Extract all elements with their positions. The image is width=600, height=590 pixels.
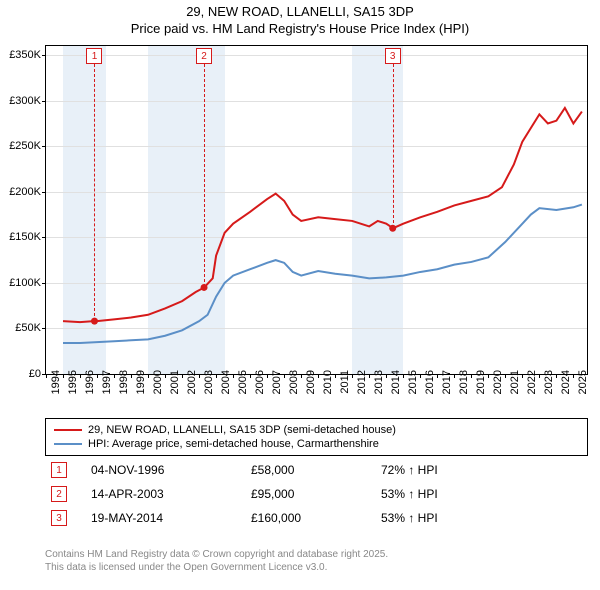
footnote-line1: Contains HM Land Registry data © Crown c…: [45, 548, 388, 561]
chart-container: 29, NEW ROAD, LLANELLI, SA15 3DP Price p…: [0, 0, 600, 590]
marker-badge: 2: [51, 486, 67, 502]
marker-date: 19-MAY-2014: [91, 511, 251, 525]
title-line2: Price paid vs. HM Land Registry's House …: [0, 21, 600, 38]
annotation-badge: 3: [385, 48, 401, 64]
y-axis-label: £350K: [1, 49, 41, 61]
legend-item: HPI: Average price, semi-detached house,…: [54, 437, 579, 451]
marker-date: 04-NOV-1996: [91, 463, 251, 477]
y-axis-label: £0: [1, 368, 41, 380]
markers-table: 1 04-NOV-1996£58,00072% ↑ HPI 2 14-APR-2003…: [45, 458, 588, 530]
y-axis-label: £300K: [1, 95, 41, 107]
marker-pct: 72% ↑ HPI: [381, 463, 588, 477]
marker-badge: 3: [51, 510, 67, 526]
marker-badge: 1: [51, 462, 67, 478]
footnote: Contains HM Land Registry data © Crown c…: [45, 548, 388, 574]
marker-price: £95,000: [251, 487, 381, 501]
annotation-badge: 1: [86, 48, 102, 64]
title-line1: 29, NEW ROAD, LLANELLI, SA15 3DP: [0, 4, 600, 21]
y-axis-label: £200K: [1, 186, 41, 198]
marker-pct: 53% ↑ HPI: [381, 487, 588, 501]
marker-pct: 53% ↑ HPI: [381, 511, 588, 525]
marker-price: £160,000: [251, 511, 381, 525]
marker-date: 14-APR-2003: [91, 487, 251, 501]
line-series-layer: [46, 46, 587, 374]
y-axis-label: £50K: [1, 322, 41, 334]
y-axis-label: £150K: [1, 231, 41, 243]
y-axis-label: £100K: [1, 277, 41, 289]
marker-table-row: 3 19-MAY-2014£160,00053% ↑ HPI: [45, 506, 588, 530]
y-axis-label: £250K: [1, 140, 41, 152]
legend: 29, NEW ROAD, LLANELLI, SA15 3DP (semi-d…: [45, 418, 588, 456]
legend-item: 29, NEW ROAD, LLANELLI, SA15 3DP (semi-d…: [54, 423, 579, 437]
legend-swatch: [54, 443, 82, 445]
footnote-line2: This data is licensed under the Open Gov…: [45, 561, 388, 574]
chart-title: 29, NEW ROAD, LLANELLI, SA15 3DP Price p…: [0, 0, 600, 38]
marker-table-row: 1 04-NOV-1996£58,00072% ↑ HPI: [45, 458, 588, 482]
annotation-badge: 2: [196, 48, 212, 64]
series-line: [63, 108, 582, 322]
marker-price: £58,000: [251, 463, 381, 477]
legend-swatch: [54, 429, 82, 431]
marker-table-row: 2 14-APR-2003£95,00053% ↑ HPI: [45, 482, 588, 506]
legend-label: 29, NEW ROAD, LLANELLI, SA15 3DP (semi-d…: [88, 424, 396, 436]
legend-label: HPI: Average price, semi-detached house,…: [88, 438, 379, 450]
series-line: [63, 205, 582, 343]
plot-area: £0£50K£100K£150K£200K£250K£300K£350K1994…: [45, 45, 588, 375]
